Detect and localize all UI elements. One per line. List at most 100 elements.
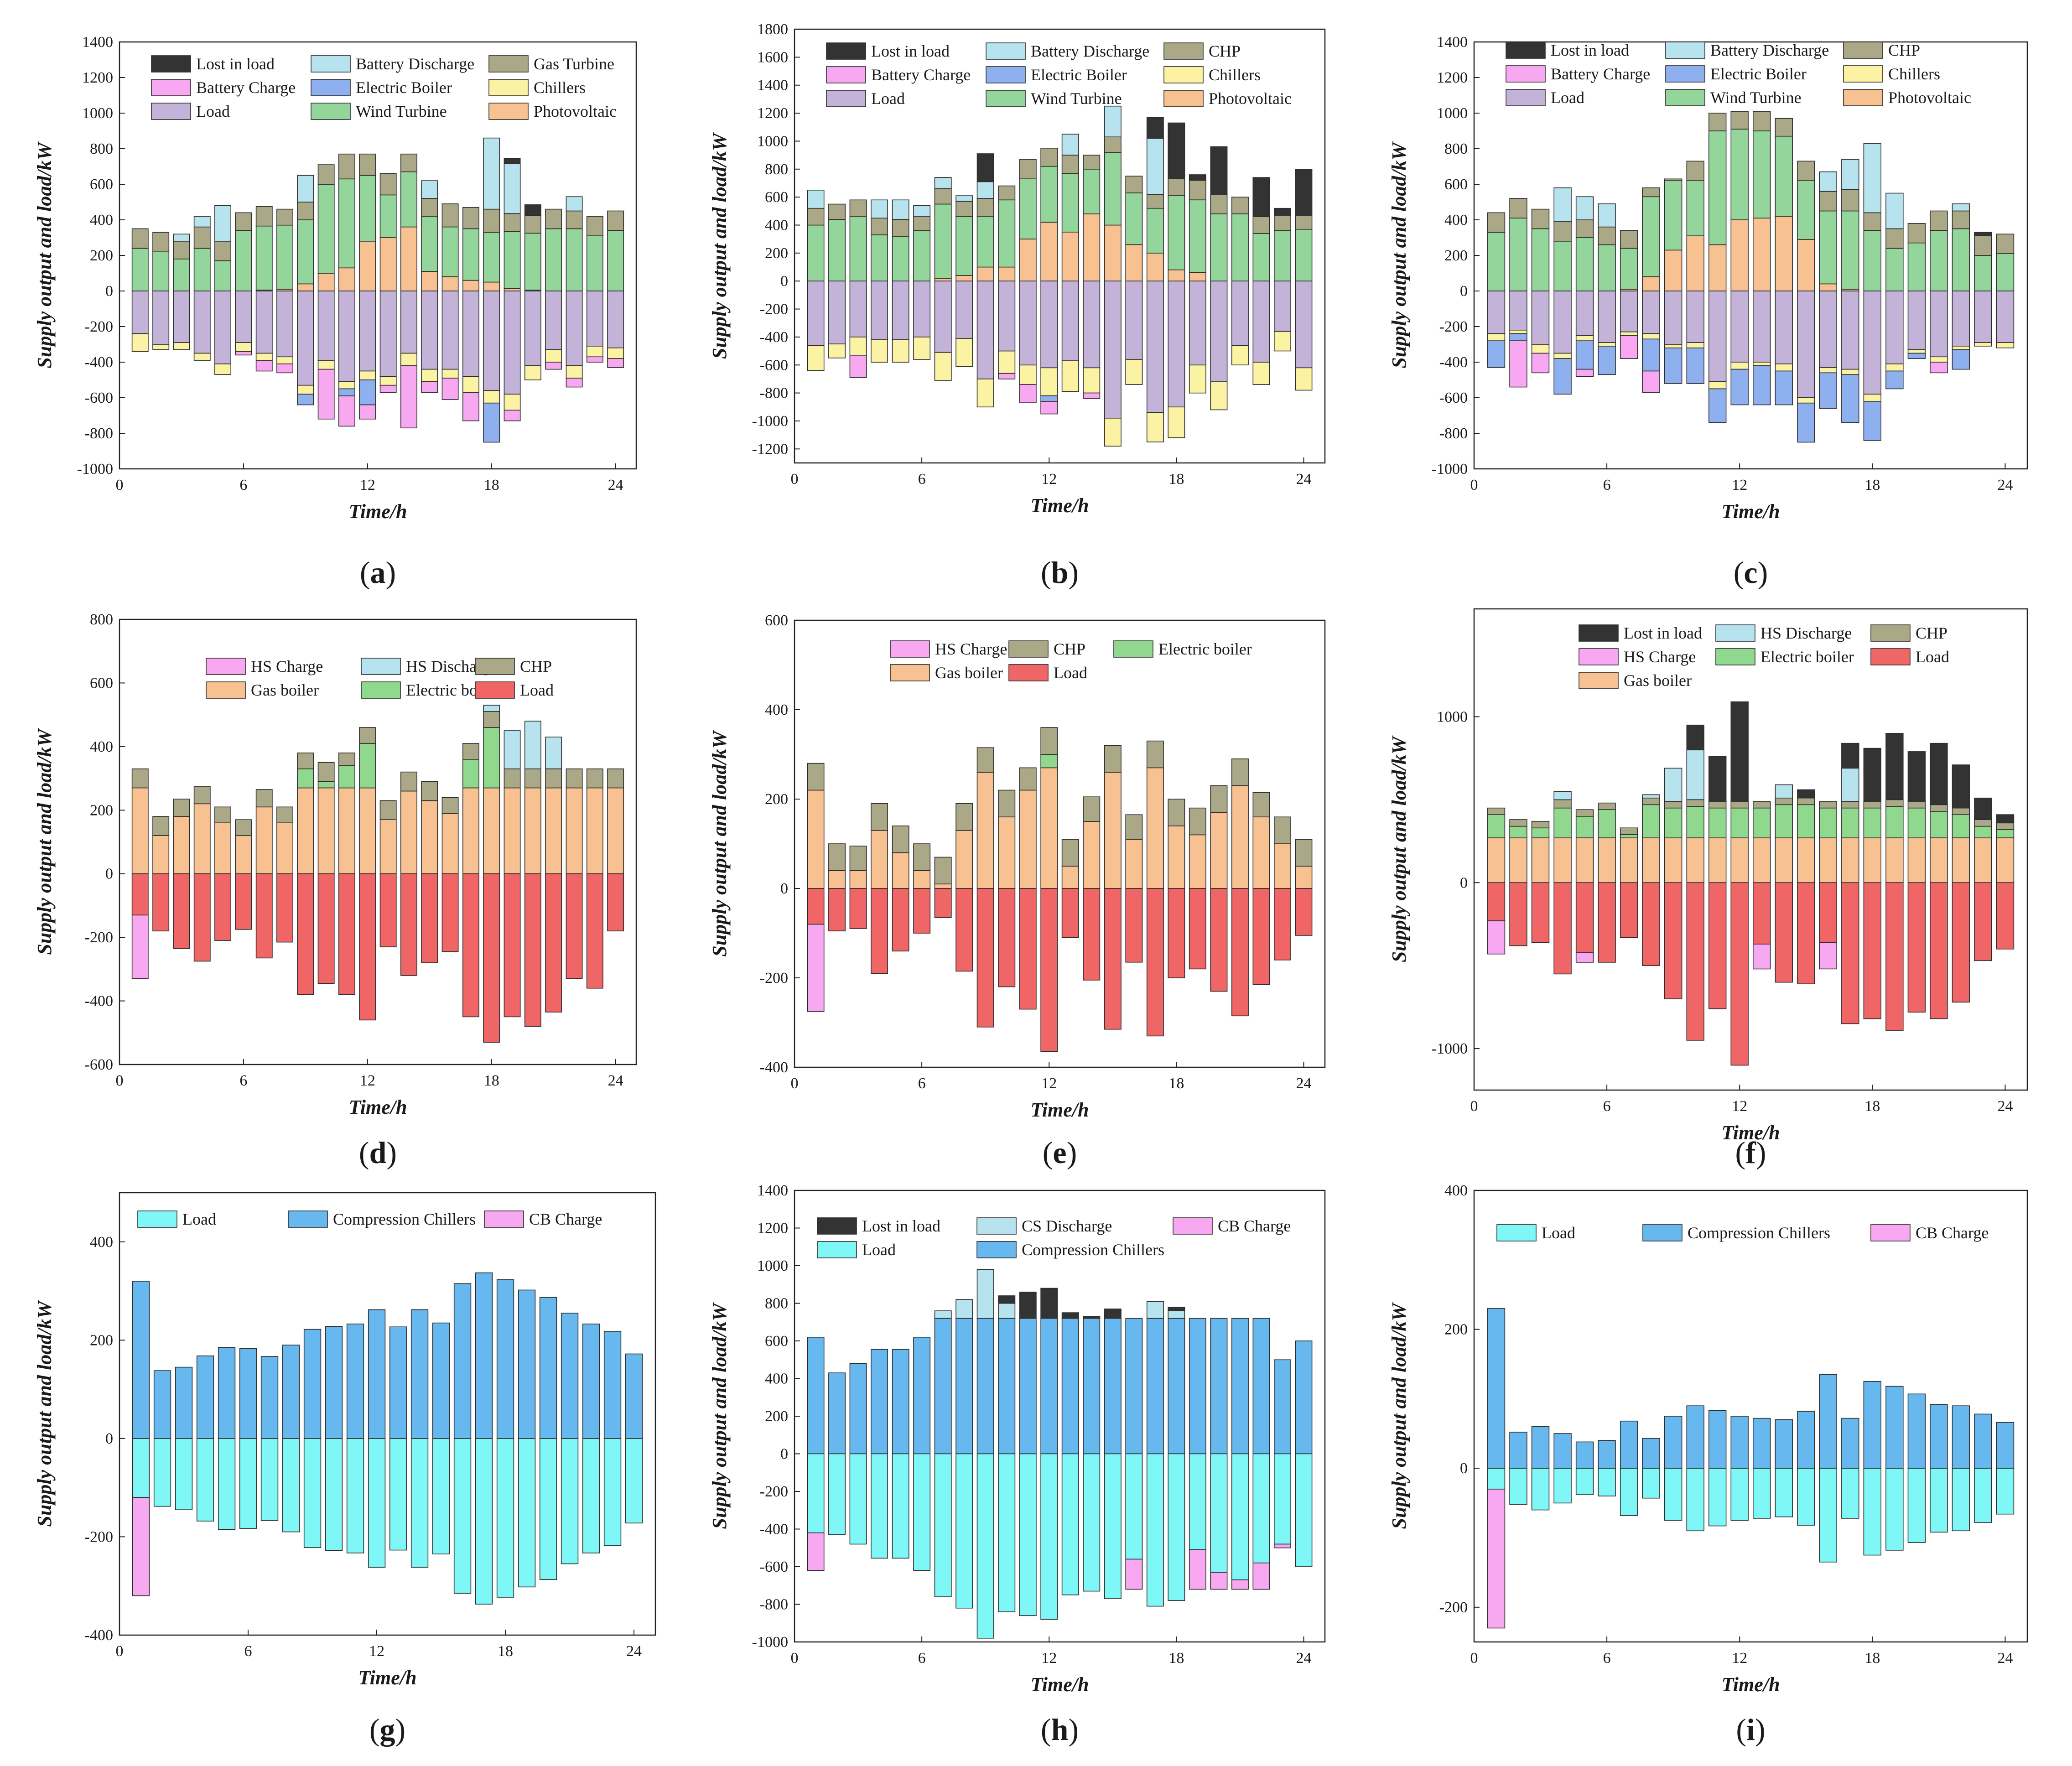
legend-label-a: Wind Turbine	[356, 102, 447, 120]
bar-c-wind-turbine-h16	[1819, 210, 1837, 285]
legend-label-b: Wind Turbine	[1031, 89, 1122, 108]
bar-b-wind-turbine-h9	[976, 216, 994, 268]
bar-i-compression-chillers-h17	[1841, 1418, 1859, 1469]
bar-h-load-h19	[1189, 1453, 1206, 1550]
legend-label-e: HS Charge	[935, 640, 1007, 658]
bar-a-wind-turbine-h23	[586, 235, 603, 291]
bar-a-chillers-h23	[586, 346, 603, 358]
bar-b-chp-h17	[1146, 194, 1164, 209]
bar-a-load-h24	[607, 291, 624, 348]
bar-e-load-h14	[1083, 888, 1101, 981]
bar-c-wind-turbine-h24	[1996, 253, 2015, 291]
bar-g-compression-chillers-h2	[153, 1370, 171, 1439]
bar-a-wind-turbine-h21	[545, 228, 562, 291]
legend-swatch-i	[1870, 1224, 1911, 1241]
bar-b-wind-turbine-h19	[1189, 199, 1206, 273]
bar-f-electric-boiler-h24	[1996, 829, 2015, 838]
bar-a-load-h11	[338, 291, 355, 382]
bar-d-gas-boiler-h13	[379, 819, 397, 874]
bar-g-compression-chillers-h23	[603, 1331, 622, 1439]
bar-f-hs-discharge-h9	[1664, 768, 1683, 802]
bar-i-load-h5	[1575, 1468, 1594, 1495]
bar-h-cb-charge-h19	[1189, 1549, 1206, 1590]
x-tick-label-h: 0	[791, 1650, 799, 1667]
bar-h-compression-chillers-h22	[1252, 1318, 1270, 1454]
y-tick-label-e: 600	[765, 612, 788, 629]
bar-a-load-h5	[214, 291, 231, 364]
bar-b-battery-charge-h10	[998, 373, 1016, 379]
y-tick-label-d: -400	[85, 993, 113, 1010]
bar-b-wind-turbine-h18	[1168, 195, 1185, 270]
y-tick-label-a: 400	[90, 212, 113, 229]
bar-b-load-h2	[828, 280, 846, 345]
y-tick-label-c: 1200	[1437, 69, 1468, 86]
bar-e-chp-h15	[1104, 745, 1122, 773]
y-tick-label-b: 200	[765, 245, 788, 262]
bar-f-lost-in-load-h22	[1952, 764, 1970, 809]
y-tick-label-a: 600	[90, 176, 113, 193]
bar-g-compression-chillers-h4	[196, 1356, 214, 1439]
bar-a-load-h8	[276, 291, 294, 358]
legend-label-f: HS Charge	[1624, 648, 1696, 666]
bar-e-chp-h22	[1252, 792, 1270, 818]
bar-f-chp-h3	[1531, 821, 1550, 829]
bar-a-load-h4	[193, 291, 211, 354]
bar-b-load-h11	[1019, 280, 1037, 366]
bar-g-compression-chillers-h16	[453, 1283, 472, 1439]
bar-a-chillers-h15	[421, 369, 438, 382]
legend-swatch-a	[311, 79, 351, 96]
bar-e-gas-boiler-h8	[956, 830, 973, 889]
bar-c-electric-boiler-h18	[1863, 400, 1881, 441]
legend-label-b: Battery Charge	[871, 66, 971, 84]
y-tick-label-a: 800	[90, 140, 113, 157]
bar-c-battery-charge-h7	[1620, 335, 1638, 359]
bar-f-load-h9	[1664, 882, 1683, 999]
bar-g-load-h13	[389, 1438, 407, 1551]
y-tick-label-d: 400	[90, 738, 113, 755]
bar-a-electric-boiler-h18	[483, 402, 500, 443]
x-tick-label-h: 24	[1296, 1650, 1311, 1667]
bar-a-battery-charge-h14	[400, 365, 417, 429]
legend-swatch-h	[817, 1217, 857, 1235]
legend-label-i: Load	[1542, 1224, 1575, 1242]
bar-i-load-h20	[1907, 1468, 1926, 1543]
bar-g-load-h4	[196, 1438, 214, 1522]
bar-d-load-h1	[131, 873, 149, 916]
bar-a-chillers-h20	[524, 365, 541, 380]
legend-swatch-h	[976, 1217, 1017, 1235]
legend-label-h: Load	[862, 1241, 896, 1259]
bar-b-load-h6	[913, 280, 931, 338]
bar-d-gas-boiler-h8	[276, 822, 294, 874]
legend-label-c: Wind Turbine	[1710, 88, 1802, 107]
bar-h-cs-discharge-h9	[976, 1269, 994, 1319]
bar-d-chp-h20	[524, 768, 541, 789]
x-tick-label-f: 0	[1470, 1098, 1478, 1115]
bar-b-photovoltaic-h19	[1189, 272, 1206, 281]
bar-d-gas-boiler-h17	[462, 787, 479, 874]
bar-c-load-h24	[1996, 291, 2015, 343]
bar-i-load-h19	[1885, 1468, 1904, 1551]
legend-label-b: Electric Boiler	[1031, 66, 1127, 84]
bar-i-compression-chillers-h11	[1708, 1410, 1727, 1469]
bar-i-compression-chillers-h14	[1775, 1419, 1793, 1469]
bar-f-gas-boiler-h10	[1686, 837, 1704, 883]
bar-c-battery-discharge-h22	[1952, 203, 1970, 212]
x-tick-label-c: 12	[1732, 477, 1747, 493]
bar-f-load-h5	[1575, 882, 1594, 953]
bar-g-load-h19	[518, 1438, 536, 1588]
legend-label-d: CHP	[520, 657, 552, 675]
x-tick-label-g: 18	[498, 1643, 513, 1660]
y-tick-label-c: -200	[1439, 318, 1468, 335]
bar-b-chillers-h23	[1274, 331, 1291, 352]
legend-swatch-f	[1715, 648, 1755, 665]
bar-a-gas-turbine-h11	[338, 153, 355, 180]
bar-a-load-h17	[462, 291, 479, 377]
bar-d-load-h11	[338, 873, 355, 995]
bar-a-load-h2	[152, 291, 170, 345]
bar-d-electric-boiler-h18	[483, 727, 500, 789]
bar-e-chp-h7	[934, 857, 952, 885]
bar-i-compression-chillers-h3	[1531, 1426, 1550, 1469]
legend-label-b: Battery Discharge	[1031, 42, 1149, 60]
bar-e-gas-boiler-h17	[1146, 767, 1164, 889]
bar-c-load-h8	[1642, 291, 1660, 334]
